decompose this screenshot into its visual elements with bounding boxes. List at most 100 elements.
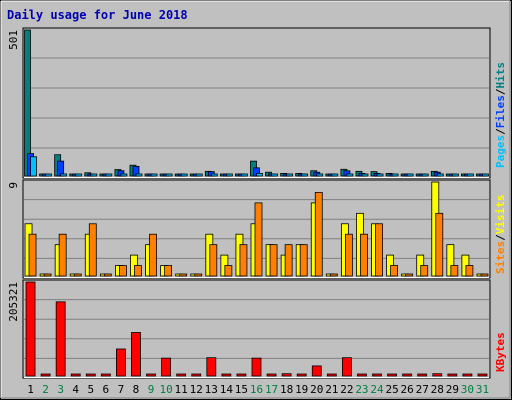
bar-sites-day-19 <box>299 244 308 277</box>
bar-sites-day-27 <box>420 265 429 277</box>
bar-pages-day-12 <box>195 173 203 177</box>
bar-visits-day-29 <box>446 244 455 277</box>
legend-separator: / <box>494 88 507 95</box>
day-label-30: 30 <box>461 383 474 396</box>
bar-sites-day-21 <box>329 273 338 277</box>
bar-sites-day-29 <box>450 265 459 277</box>
day-label-22: 22 <box>340 383 353 396</box>
bar-pages-day-22 <box>346 173 354 177</box>
bar-sites-day-16 <box>254 202 263 277</box>
bar-pages-day-7 <box>120 173 128 177</box>
day-label-6: 6 <box>103 383 110 396</box>
bar-kbytes-day-2 <box>40 373 51 377</box>
bar-kbytes-day-11 <box>176 373 187 377</box>
bar-sites-day-14 <box>224 265 233 277</box>
bar-kbytes-day-5 <box>85 373 96 377</box>
bar-pages-day-8 <box>135 173 143 177</box>
legend-item-files: Files <box>494 95 507 128</box>
day-label-14: 14 <box>220 383 234 396</box>
bar-sites-day-10 <box>164 265 173 277</box>
bar-pages-day-19 <box>301 173 309 177</box>
bar-pages-day-18 <box>286 173 294 177</box>
bar-kbytes-day-15 <box>236 373 247 377</box>
legend-hits-files-pages: Pages/Files/Hits <box>494 62 507 168</box>
bar-kbytes-day-1 <box>25 281 36 377</box>
bar-sites-day-2 <box>43 273 52 277</box>
bar-pages-day-31 <box>482 173 489 177</box>
bar-pages-day-25 <box>391 173 399 177</box>
axis-max-label: 9 <box>7 182 20 189</box>
plot-area <box>22 27 491 179</box>
day-label-18: 18 <box>280 383 293 396</box>
bar-pages-day-6 <box>105 173 113 177</box>
day-label-25: 25 <box>385 383 398 396</box>
axis-max-label: 205321 <box>7 282 20 322</box>
bar-sites-day-15 <box>239 244 248 277</box>
bar-kbytes-day-22 <box>341 357 352 377</box>
day-label-3: 3 <box>57 383 64 396</box>
bar-pages-day-2 <box>45 173 52 177</box>
day-label-11: 11 <box>175 383 188 396</box>
bar-kbytes-day-6 <box>100 373 111 377</box>
bar-kbytes-day-19 <box>296 373 307 377</box>
bar-kbytes-day-10 <box>161 357 172 377</box>
bar-sites-day-17 <box>269 244 278 277</box>
legend-kbytes: KBytes <box>494 332 507 372</box>
day-label-2: 2 <box>42 383 49 396</box>
bar-pages-day-16 <box>256 172 263 177</box>
bar-sites-day-9 <box>149 233 157 277</box>
bar-kbytes-day-18 <box>281 373 292 377</box>
bar-sites-day-1 <box>28 233 37 277</box>
bar-pages-day-27 <box>421 173 429 177</box>
day-label-9: 9 <box>148 383 155 396</box>
legend-item-visits: Visits <box>494 195 507 235</box>
panel-visits-sites: 9 Sites/Visits <box>7 179 507 279</box>
bar-sites-day-13 <box>209 244 218 277</box>
bar-kbytes-day-21 <box>326 373 337 377</box>
day-label-4: 4 <box>72 383 79 396</box>
bar-pages-day-26 <box>406 173 414 177</box>
bar-pages-day-30 <box>467 173 474 177</box>
legend-item-kbytes: KBytes <box>494 332 507 372</box>
bar-sites-day-26 <box>405 273 414 277</box>
bar-pages-day-3 <box>60 173 68 177</box>
bar-kbytes-day-28 <box>432 373 443 377</box>
bar-sites-day-24 <box>375 223 383 277</box>
bar-pages-day-5 <box>90 173 98 177</box>
bar-pages-day-15 <box>241 173 248 177</box>
day-label-26: 26 <box>401 383 414 396</box>
bar-sites-day-11 <box>179 273 188 277</box>
bar-kbytes-day-23 <box>357 373 367 377</box>
bar-sites-day-5 <box>88 223 97 277</box>
day-axis-labels: 1 2 3 4 5 6 7 8 9 10 11 12 13 14 15 16 17 18 19 20 21 22 23 24 2… <box>27 383 489 396</box>
bar-sites-day-31 <box>480 273 489 277</box>
bar-kbytes-day-17 <box>266 373 277 377</box>
bar-kbytes-day-30 <box>462 373 473 377</box>
bar-sites-day-22 <box>344 233 353 277</box>
bar-kbytes-day-20 <box>311 365 322 377</box>
bar-kbytes-day-3 <box>55 301 66 377</box>
day-label-19: 19 <box>295 383 308 396</box>
day-label-31: 31 <box>476 383 489 396</box>
bar-pages-day-28 <box>436 173 444 177</box>
day-label-12: 12 <box>190 383 203 396</box>
day-label-24: 24 <box>370 383 384 396</box>
chart-title: Daily usage for June 2018 <box>7 8 188 22</box>
day-label-1: 1 <box>27 383 34 396</box>
day-label-13: 13 <box>205 383 218 396</box>
bar-pages-day-21 <box>331 173 339 177</box>
bar-pages-day-10 <box>165 173 173 177</box>
day-label-23: 23 <box>355 383 368 396</box>
legend-visits-sites: Sites/Visits <box>494 195 507 275</box>
bar-kbytes-day-14 <box>221 373 232 377</box>
bar-pages-day-29 <box>451 173 459 177</box>
bar-kbytes-day-24 <box>372 373 382 377</box>
day-label-28: 28 <box>431 383 444 396</box>
day-label-29: 29 <box>446 383 459 396</box>
bar-sites-day-12 <box>194 273 203 277</box>
bar-sites-day-23 <box>360 233 368 277</box>
bar-sites-day-20 <box>314 192 323 277</box>
